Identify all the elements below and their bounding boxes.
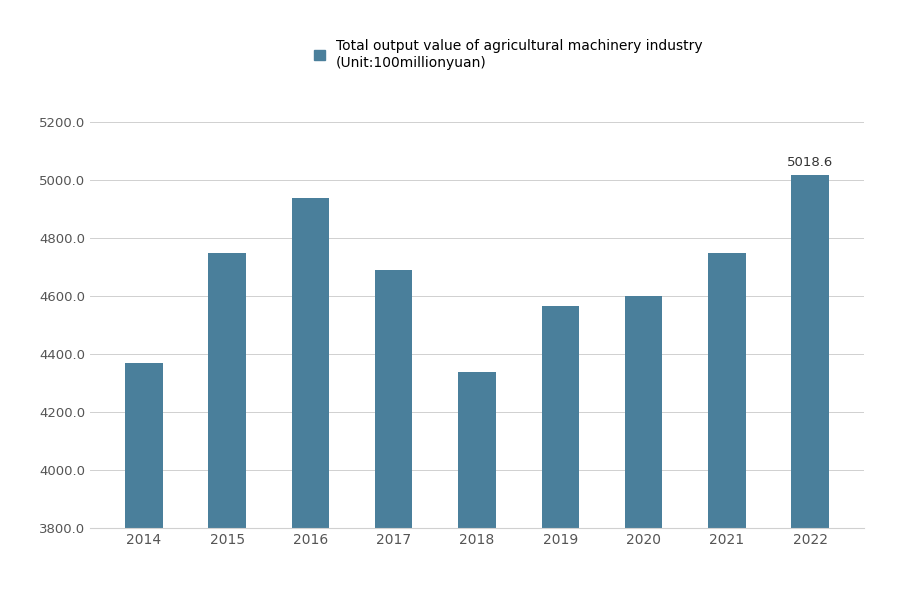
Bar	[292, 198, 329, 600]
Bar	[625, 296, 662, 600]
Bar	[209, 253, 246, 600]
Bar	[125, 363, 163, 600]
Text: 5018.6: 5018.6	[787, 156, 833, 169]
Bar	[791, 175, 829, 600]
Bar	[375, 270, 412, 600]
Bar	[458, 371, 496, 600]
Bar	[542, 307, 579, 600]
Legend: Total output value of agricultural machinery industry
(Unit:100millionyuan): Total output value of agricultural machi…	[314, 40, 703, 70]
Bar	[708, 253, 745, 600]
